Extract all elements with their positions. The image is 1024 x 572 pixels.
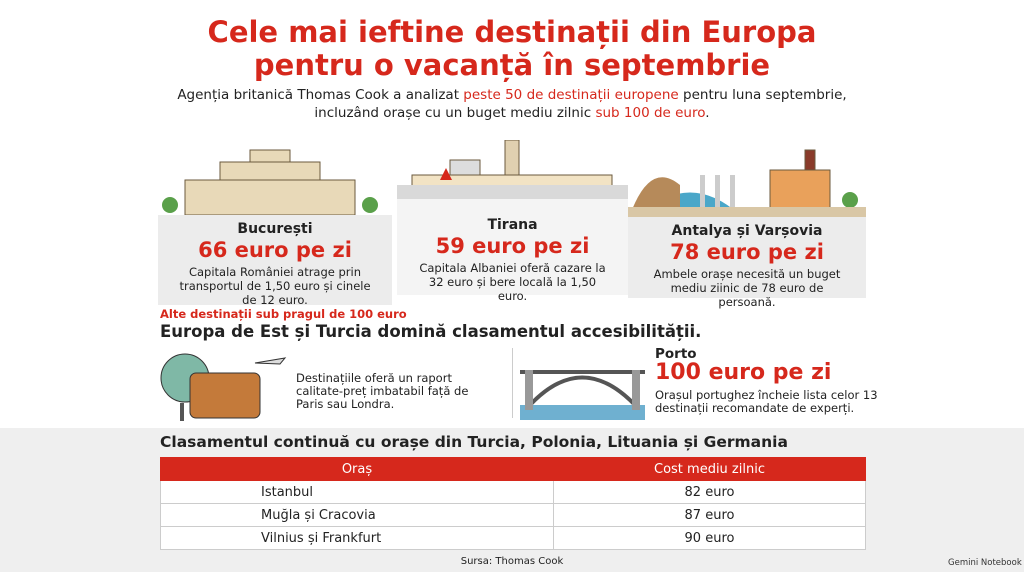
intro: Agenția britanică Thomas Cook a analizat…: [0, 86, 1024, 104]
cell: Muğla și Cracovia: [160, 503, 554, 527]
card: Tirana 59 euro pe zi Capitala Albaniei o…: [397, 199, 628, 303]
table-header: Oraș Cost mediu zilnic: [160, 457, 866, 481]
cell: 90 euro: [553, 526, 866, 550]
platform: [628, 207, 866, 217]
card-city: Tirana: [487, 217, 538, 233]
table-row: Vilnius și Frankfurt 90 euro: [160, 526, 866, 550]
table-row: Muğla și Cracovia 87 euro: [160, 503, 866, 527]
porto-text: Orașul portughez încheie lista celor 13 …: [655, 388, 878, 415]
intro-text: .: [705, 105, 710, 121]
intro-text: incluzând orașe cu un buget mediu zilnic: [314, 105, 596, 121]
table-row: Istanbul 82 euro: [160, 480, 866, 504]
brand: Gemini Notebook: [948, 558, 1022, 568]
card: București 66 euro pe zi Capitala Românie…: [158, 215, 392, 307]
card-city: București: [237, 221, 313, 237]
intro-highlight: peste 50 de destinații europene: [463, 87, 679, 103]
card-price: 78 euro pe zi: [670, 240, 824, 264]
card-text: Capitala Albaniei oferă cazare la 32 eur…: [419, 261, 606, 303]
intro: incluzând orașe cu un buget mediu zilnic…: [0, 104, 1024, 122]
porto-price: 100 euro pe zi: [655, 360, 832, 385]
column-header: Oraș: [160, 457, 554, 481]
section-heading: Europa de Est și Turcia domină clasament…: [160, 322, 702, 341]
cell: 82 euro: [553, 480, 866, 504]
intro-text: pentru luna septembrie,: [678, 87, 847, 103]
travel-illustration: [160, 353, 287, 421]
title: pentru o vacanță în septembrie: [253, 48, 771, 82]
divider: [512, 348, 513, 418]
card-text: Ambele orașe necesită un buget mediu zii…: [653, 267, 841, 309]
card-price: 66 euro pe zi: [198, 238, 352, 262]
cell: 87 euro: [553, 503, 866, 527]
intro-text: Agenția britanică Thomas Cook a analizat: [177, 87, 464, 103]
card: Antalya și Varșovia 78 euro pe zi Ambele…: [628, 217, 866, 309]
cell: Istanbul: [160, 480, 554, 504]
intro-highlight: sub 100 de euro: [595, 105, 706, 121]
card-text: Capitala României atrage prin transportu…: [179, 265, 371, 307]
cell: Vilnius și Frankfurt: [160, 526, 554, 550]
platform: [397, 185, 628, 199]
table-heading: Clasamentul continuă cu orașe din Turcia…: [160, 433, 788, 451]
bridge-illustration: [520, 370, 645, 420]
table: Oraș Cost mediu zilnic Istanbul 82 euro Mu…: [160, 457, 866, 550]
title: Cele mai ieftine destinații din Europa: [207, 15, 817, 49]
kicker: Alte destinații sub pragul de 100 euro: [160, 307, 407, 321]
column-header: Cost mediu zilnic: [553, 457, 866, 481]
porto-city: Porto: [655, 346, 697, 362]
card-price: 59 euro pe zi: [435, 234, 590, 258]
source: Sursa: Thomas Cook: [460, 556, 564, 567]
card-city: Antalya și Varșovia: [671, 223, 823, 239]
section-text: Destinațiile oferă un raport calitate-pr…: [296, 371, 469, 411]
